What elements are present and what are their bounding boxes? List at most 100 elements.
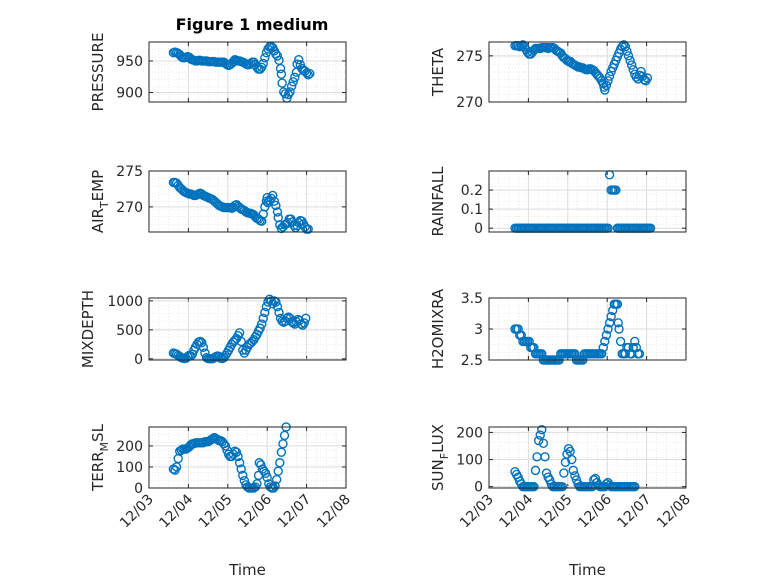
y-tick-label: 3.5 xyxy=(461,291,483,307)
y-axis-label: H2OMIXRA xyxy=(429,288,447,369)
x-tick-label: 12/04 xyxy=(496,491,536,531)
data-point xyxy=(269,196,279,206)
subplot-pressure: 900 950 PRESSURE xyxy=(89,33,347,111)
data-point xyxy=(288,77,298,87)
x-tick-label: 12/06 xyxy=(575,491,615,531)
data-point xyxy=(258,58,268,69)
y-axis-label: TERRMSL xyxy=(89,423,111,492)
data-point xyxy=(570,471,580,481)
data-point xyxy=(220,350,231,361)
y-axis-label: AIRTEMP xyxy=(89,170,111,233)
data-point xyxy=(262,192,272,203)
data-point xyxy=(225,60,235,70)
data-point xyxy=(615,336,626,347)
data-point xyxy=(238,470,248,481)
data-point xyxy=(256,319,267,329)
y-tick-label: 275 xyxy=(116,164,143,180)
data-point xyxy=(275,63,286,74)
data-point xyxy=(273,466,283,476)
y-tick-label: 900 xyxy=(116,86,143,102)
data-point xyxy=(294,54,304,65)
y-tick-label: 270 xyxy=(456,95,483,111)
y-axis-label: RAINFALL xyxy=(429,166,447,237)
axes-box xyxy=(148,297,347,361)
data-point xyxy=(305,68,315,79)
y-tick-label: 100 xyxy=(116,460,143,476)
data-point xyxy=(198,342,209,352)
axes-box xyxy=(148,41,347,103)
data-point xyxy=(247,336,257,347)
x-tick-label: 12/05 xyxy=(536,492,576,532)
data-point xyxy=(173,453,183,464)
data-point xyxy=(236,464,246,474)
subplot-rainfall: 0 0.1 0.2 RAINFALL xyxy=(429,166,687,237)
data-point xyxy=(603,76,613,86)
axes-box xyxy=(148,426,347,489)
data-point xyxy=(630,336,640,347)
data-point xyxy=(533,435,544,446)
y-tick-label: 0 xyxy=(474,221,483,237)
data-point xyxy=(535,430,545,440)
data-point xyxy=(612,299,623,309)
x-tick-label: 12/07 xyxy=(615,492,655,532)
data-point xyxy=(283,312,294,322)
data-point xyxy=(268,190,278,201)
data-point xyxy=(600,336,610,347)
data-point xyxy=(600,85,610,95)
data-point xyxy=(274,307,284,318)
data-point xyxy=(264,195,275,206)
data-point xyxy=(236,336,246,347)
data-point xyxy=(601,80,612,91)
y-tick-label: 0 xyxy=(134,352,143,368)
y-tick-label: 270 xyxy=(116,200,143,216)
y-tick-label: 0.1 xyxy=(461,202,483,218)
data-point xyxy=(276,69,287,79)
x-tick-label: 12/03 xyxy=(117,492,157,532)
y-axis-label: THETA xyxy=(429,47,447,97)
subplot-mixdepth: 0 500 1000 MIXDEPTH xyxy=(79,290,347,368)
data-point xyxy=(625,55,635,66)
x-tick-label: 12/03 xyxy=(457,492,497,532)
data-point xyxy=(601,330,612,340)
data-point xyxy=(277,78,287,88)
data-point xyxy=(596,349,607,359)
axes-box xyxy=(488,426,687,489)
data-point xyxy=(260,468,271,478)
y-tick-label: 0.2 xyxy=(461,183,483,199)
data-point xyxy=(271,200,281,211)
data-point xyxy=(622,46,632,56)
y-tick-label: 500 xyxy=(116,323,143,339)
data-point xyxy=(197,337,207,348)
data-point xyxy=(278,439,288,449)
data-point xyxy=(234,458,245,468)
data-point xyxy=(642,73,653,83)
axes-box xyxy=(148,170,347,233)
data-point xyxy=(279,430,290,441)
data-point xyxy=(301,313,311,323)
data-point xyxy=(603,324,613,334)
x-axis-label: Time xyxy=(568,561,606,579)
x-tick-label: 12/04 xyxy=(156,491,196,531)
subplot-h2omixra: 2.5 3 3.5 H2OMIXRA xyxy=(429,288,687,369)
data-point xyxy=(272,207,283,217)
subplot-air: 270 275 AIRTEMP xyxy=(89,164,347,234)
data-point xyxy=(219,352,229,363)
x-tick-label: 12/08 xyxy=(654,492,694,532)
x-tick-label: 12/07 xyxy=(275,492,315,532)
data-point xyxy=(303,70,313,80)
data-point xyxy=(540,452,550,462)
data-point xyxy=(628,342,638,353)
x-tick-label: 12/05 xyxy=(196,492,236,532)
axes-box xyxy=(488,170,687,233)
data-point xyxy=(606,311,616,322)
x-axis-label: Time xyxy=(228,561,266,579)
data-point xyxy=(289,220,299,231)
y-tick-label: 950 xyxy=(116,54,143,70)
data-point xyxy=(260,53,270,63)
y-tick-label: 0 xyxy=(134,481,143,497)
axes-box xyxy=(488,41,687,103)
y-tick-label: 275 xyxy=(456,49,483,65)
figure-title: Figure 1 medium xyxy=(176,15,329,34)
y-axis-label: MIXDEPTH xyxy=(79,290,97,368)
